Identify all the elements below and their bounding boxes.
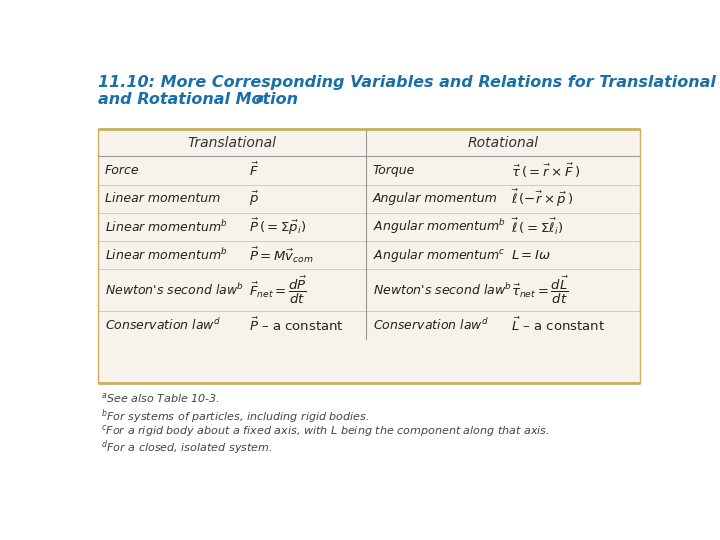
Text: $\vec{\ell}\,(=\Sigma\vec{\ell}_i)$: $\vec{\ell}\,(=\Sigma\vec{\ell}_i)$ bbox=[511, 217, 564, 237]
Text: and Rotational Motion: and Rotational Motion bbox=[99, 92, 298, 107]
Text: Linear momentum: Linear momentum bbox=[105, 192, 220, 205]
Text: Translational: Translational bbox=[188, 136, 276, 150]
Text: $L=I\omega$: $L=I\omega$ bbox=[511, 249, 552, 262]
Text: Rotational: Rotational bbox=[467, 136, 539, 150]
Text: $\vec{P}$ – a constant: $\vec{P}$ – a constant bbox=[249, 316, 343, 334]
Text: Linear momentum$^b$: Linear momentum$^b$ bbox=[105, 219, 228, 235]
Text: Conservation law$^d$: Conservation law$^d$ bbox=[105, 317, 221, 333]
Text: $\vec{P}=M\vec{v}_{com}$: $\vec{P}=M\vec{v}_{com}$ bbox=[249, 246, 314, 265]
Text: $\vec{F}$: $\vec{F}$ bbox=[249, 162, 258, 179]
Text: Torque: Torque bbox=[373, 164, 415, 177]
Text: $\vec{F}_{net}=\dfrac{d\vec{P}}{dt}$: $\vec{F}_{net}=\dfrac{d\vec{P}}{dt}$ bbox=[249, 274, 307, 306]
Text: $\vec{\tau}\,(=\vec{r}\times\vec{F}\,)$: $\vec{\tau}\,(=\vec{r}\times\vec{F}\,)$ bbox=[511, 161, 580, 180]
Text: Newton's second law$^b$: Newton's second law$^b$ bbox=[373, 282, 512, 298]
Text: $\vec{L}$ – a constant: $\vec{L}$ – a constant bbox=[511, 316, 606, 334]
Text: $^c$For a rigid body about a fixed axis, with $L$ being the component along that: $^c$For a rigid body about a fixed axis,… bbox=[101, 423, 550, 439]
Text: $^a$See also Table 10-3.: $^a$See also Table 10-3. bbox=[101, 391, 220, 405]
Text: $^b$For systems of particles, including rigid bodies.: $^b$For systems of particles, including … bbox=[101, 407, 370, 426]
Bar bbox=[99, 129, 639, 383]
Text: a: a bbox=[256, 92, 264, 105]
Text: $\vec{P}\,(=\Sigma\vec{p}_i)$: $\vec{P}\,(=\Sigma\vec{p}_i)$ bbox=[249, 217, 307, 237]
Text: Angular momentum$^b$: Angular momentum$^b$ bbox=[373, 218, 506, 237]
Text: $\vec{\ell}\,(-\vec{r}\times\vec{p}\,)$: $\vec{\ell}\,(-\vec{r}\times\vec{p}\,)$ bbox=[511, 188, 574, 210]
Text: Linear momentum$^b$: Linear momentum$^b$ bbox=[105, 247, 228, 263]
Text: 11.10: More Corresponding Variables and Relations for Translational: 11.10: More Corresponding Variables and … bbox=[99, 75, 716, 90]
Text: $\vec{\tau}_{net}=\dfrac{d\vec{L}}{dt}$: $\vec{\tau}_{net}=\dfrac{d\vec{L}}{dt}$ bbox=[511, 274, 570, 306]
Text: Conservation law$^d$: Conservation law$^d$ bbox=[373, 317, 489, 333]
Text: Force: Force bbox=[105, 164, 140, 177]
Text: Newton's second law$^b$: Newton's second law$^b$ bbox=[105, 282, 244, 298]
Text: Angular momentum: Angular momentum bbox=[373, 192, 498, 205]
Text: $^d$For a closed, isolated system.: $^d$For a closed, isolated system. bbox=[101, 438, 273, 457]
Text: $\vec{p}$: $\vec{p}$ bbox=[249, 190, 259, 208]
Text: Angular momentum$^c$: Angular momentum$^c$ bbox=[373, 247, 505, 264]
